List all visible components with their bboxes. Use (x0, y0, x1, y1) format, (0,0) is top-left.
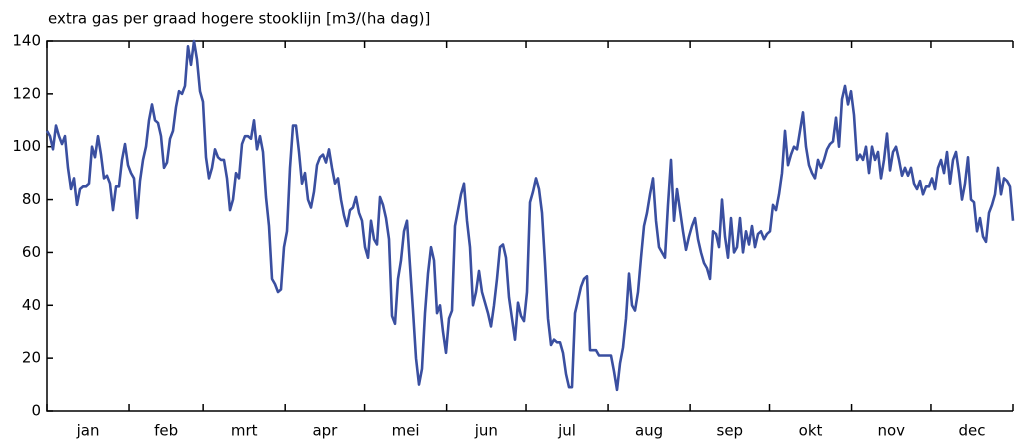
x-tick-label: dec (958, 422, 985, 440)
x-tick-label: sep (717, 422, 744, 440)
y-tick-label: 120 (12, 84, 41, 102)
x-tick-label: apr (312, 422, 338, 440)
chart-title: extra gas per graad hogere stooklijn [m3… (48, 10, 430, 28)
x-tick-label: jul (557, 422, 576, 440)
y-tick-label: 100 (12, 137, 41, 155)
y-tick-label: 140 (12, 32, 41, 50)
x-tick-label: aug (635, 422, 663, 440)
x-tick-label: okt (799, 422, 823, 440)
y-tick-label: 80 (22, 190, 41, 208)
x-tick-label: mrt (231, 422, 258, 440)
y-tick-label: 60 (22, 243, 41, 261)
y-tick-label: 0 (31, 402, 41, 420)
x-tick-label: jun (474, 422, 498, 440)
x-tick-label: feb (154, 422, 178, 440)
y-tick-label: 20 (22, 349, 41, 367)
axis-frame (46, 40, 1013, 412)
y-tick-label: 40 (22, 296, 41, 314)
x-tick-label: jan (76, 422, 100, 440)
x-tick-label: mei (392, 422, 420, 440)
x-tick-label: nov (877, 422, 905, 440)
data-line (45, 39, 1015, 392)
